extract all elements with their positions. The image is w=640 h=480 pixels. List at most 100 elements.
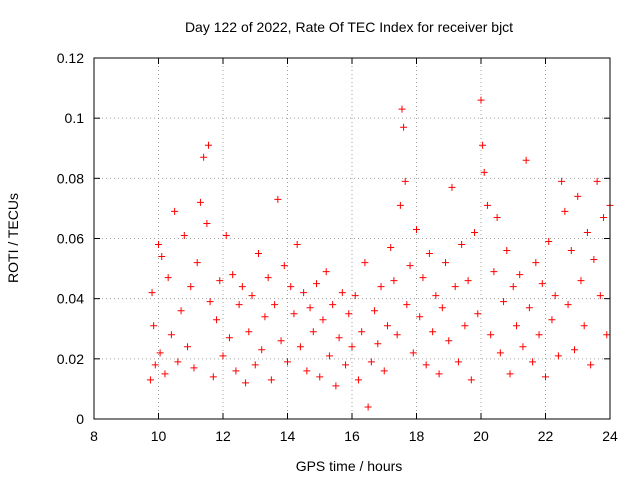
data-point [451, 283, 459, 291]
x-tick-label: 8 [90, 428, 98, 444]
x-tick-label: 20 [473, 428, 489, 444]
x-tick-label: 18 [409, 428, 425, 444]
data-point [432, 292, 440, 300]
data-point [480, 168, 488, 176]
y-axis-label: ROTI / TECUs [5, 193, 21, 283]
data-point [309, 328, 317, 336]
data-point [471, 228, 479, 236]
data-point [564, 301, 572, 309]
data-point [545, 238, 553, 246]
data-point [422, 361, 430, 369]
x-axis-label: GPS time / hours [296, 458, 403, 474]
data-point [342, 361, 350, 369]
data-point [148, 289, 156, 297]
data-point [377, 283, 385, 291]
data-point [593, 177, 601, 185]
data-point [458, 241, 466, 249]
x-tick-label: 10 [151, 428, 167, 444]
data-point [306, 304, 314, 312]
x-tick-label: 22 [538, 428, 554, 444]
data-point [454, 358, 462, 366]
data-point [448, 183, 456, 191]
chart-title: Day 122 of 2022, Rate Of TEC Index for r… [185, 19, 513, 35]
y-tick-label: 0.12 [57, 50, 84, 66]
data-point [150, 322, 158, 330]
data-point [393, 331, 401, 339]
data-point [313, 280, 321, 288]
data-point [464, 277, 472, 285]
data-point [445, 337, 453, 345]
data-point [574, 192, 582, 200]
data-point [338, 289, 346, 297]
data-point [474, 310, 482, 318]
data-point [209, 373, 217, 381]
data-point [496, 349, 504, 357]
data-point [483, 201, 491, 209]
data-point [348, 343, 356, 351]
data-point [196, 198, 204, 206]
data-point [583, 228, 591, 236]
data-point [322, 268, 330, 276]
data-point [345, 310, 353, 318]
y-tick-label: 0.06 [57, 231, 84, 247]
grid-lines [94, 58, 610, 419]
y-tick-label: 0.1 [65, 110, 85, 126]
data-point [401, 177, 409, 185]
data-point [225, 334, 233, 342]
data-point [554, 352, 562, 360]
data-point [429, 328, 437, 336]
data-point [354, 376, 362, 384]
data-point [287, 283, 295, 291]
data-point [303, 367, 311, 375]
data-point [567, 247, 575, 255]
data-point [319, 316, 327, 324]
y-tick-label: 0 [76, 411, 84, 427]
data-point [161, 370, 169, 378]
data-point [380, 367, 388, 375]
data-point [590, 256, 598, 264]
data-point [442, 259, 450, 267]
data-point [274, 195, 282, 203]
data-point [238, 283, 246, 291]
data-point [351, 292, 359, 300]
data-point [335, 334, 343, 342]
data-point [213, 316, 221, 324]
data-point [493, 213, 501, 221]
data-point [558, 177, 566, 185]
data-point [206, 298, 214, 306]
data-point [461, 322, 469, 330]
data-point [271, 301, 279, 309]
data-point [364, 403, 372, 411]
data-point [158, 253, 166, 261]
data-point [596, 292, 604, 300]
data-point [371, 307, 379, 315]
data-point [222, 231, 230, 239]
data-point [490, 268, 498, 276]
data-point [219, 352, 227, 360]
data-point [216, 277, 224, 285]
data-point [506, 370, 514, 378]
data-point [242, 379, 250, 387]
data-point [529, 358, 537, 366]
data-point [193, 259, 201, 267]
data-point [361, 259, 369, 267]
x-tick-label: 16 [344, 428, 360, 444]
data-point [229, 271, 237, 279]
data-point [184, 343, 192, 351]
data-point [522, 156, 530, 164]
data-point [155, 241, 162, 249]
data-point [532, 259, 540, 267]
axis-ticks: 8 10 12 14 16 18 20 22 24 0 0.02 0.04 0.06 0.08 0.1 0.1… [57, 50, 618, 444]
data-point [538, 280, 546, 288]
data-point [316, 373, 324, 381]
data-point [204, 141, 212, 149]
data-point [477, 96, 485, 104]
data-point [332, 382, 340, 390]
data-point [167, 331, 175, 339]
data-point [535, 331, 543, 339]
data-point [551, 292, 559, 300]
data-point [187, 283, 195, 291]
data-point [512, 322, 520, 330]
data-point [425, 250, 433, 258]
